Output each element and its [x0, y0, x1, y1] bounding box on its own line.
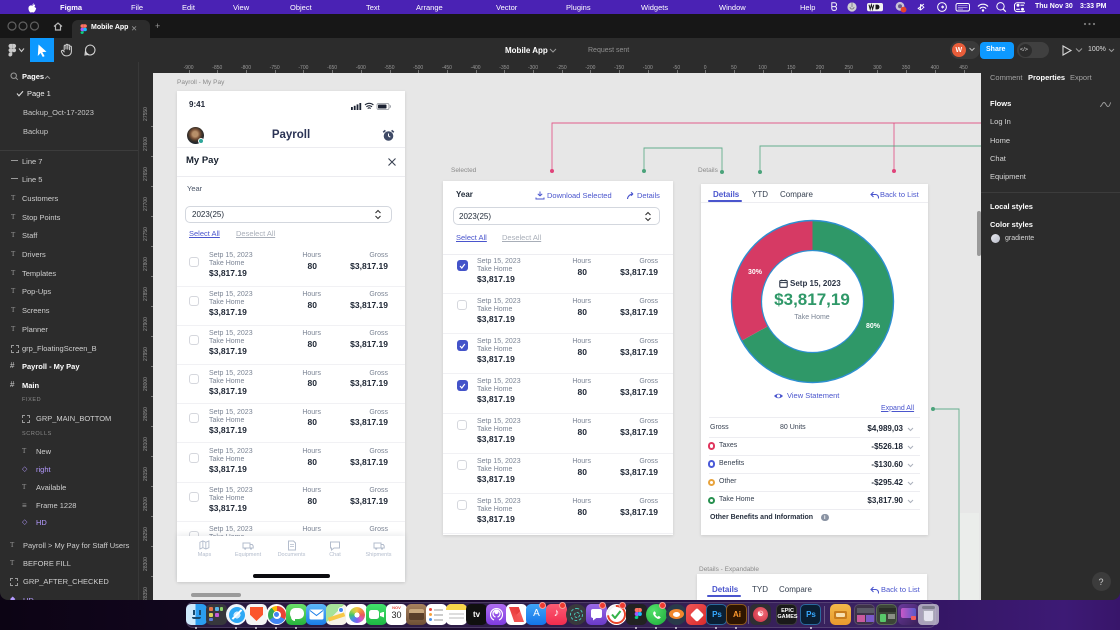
svg-text:+: +: [155, 21, 160, 31]
